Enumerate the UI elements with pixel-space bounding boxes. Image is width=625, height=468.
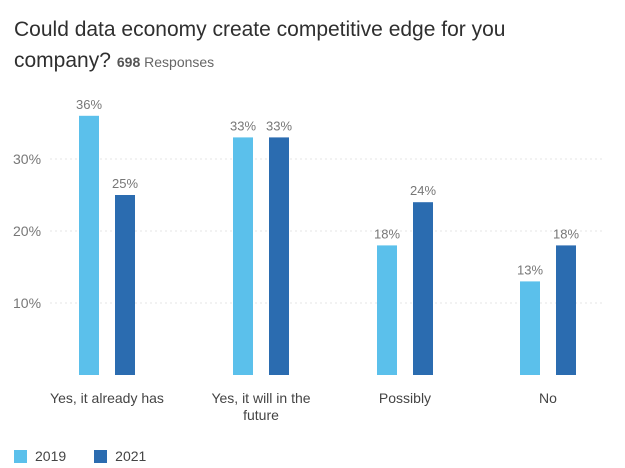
legend-item-2021[interactable]: 2021 (94, 448, 146, 464)
chart-title: Could data economy create competitive ed… (14, 14, 614, 78)
data-label-2019-3: 13% (517, 262, 543, 277)
bar-2021-3 (556, 245, 576, 375)
legend-swatch-2021 (94, 449, 108, 463)
bar-2019-0 (79, 115, 99, 376)
category-label-1-0: Yes, it will in the (211, 390, 310, 406)
y-tick-label-30: 30% (13, 151, 41, 167)
bar-2019-1 (233, 137, 253, 375)
data-label-2019-1: 33% (230, 118, 256, 133)
category-label-2-0: Possibly (379, 390, 431, 406)
category-label-1-1: future (243, 407, 279, 423)
data-label-2021-1: 33% (266, 118, 292, 133)
legend: 2019 2021 (14, 448, 174, 464)
responses-label: Responses (144, 54, 215, 70)
legend-swatch-2019 (14, 449, 27, 463)
bar-2021-2 (413, 202, 433, 375)
category-label-3-0: No (539, 390, 557, 406)
y-tick-label-20: 20% (13, 223, 41, 239)
bar-2021-0 (115, 195, 135, 375)
category-label-0-0: Yes, it already has (50, 390, 164, 406)
data-label-2019-0: 36% (76, 97, 102, 112)
legend-label-2019: 2019 (35, 448, 67, 464)
chart-title-line-2-text: company? (14, 49, 111, 72)
responses-info: 698 Responses (117, 54, 214, 70)
y-tick-label-10: 10% (13, 295, 41, 311)
chart-title-line-1: Could data economy create competitive ed… (14, 18, 506, 41)
legend-label-2021: 2021 (115, 448, 147, 464)
bar-2019-2 (377, 245, 397, 375)
chart-title-line-2: company? 698 Responses (14, 45, 614, 78)
legend-item-2019[interactable]: 2019 (14, 448, 66, 464)
data-label-2019-2: 18% (374, 226, 400, 241)
bar-2021-1 (269, 137, 289, 375)
data-label-2021-3: 18% (553, 226, 579, 241)
data-label-2021-2: 24% (410, 183, 436, 198)
responses-count: 698 (116, 54, 141, 70)
bar-chart: 10% 20% 30% 36% 33% 18% 13% 25% 33% 24% 18% Yes, it… (13, 97, 605, 423)
data-label-2021-0: 25% (112, 176, 138, 191)
bar-2019-3 (520, 281, 540, 375)
